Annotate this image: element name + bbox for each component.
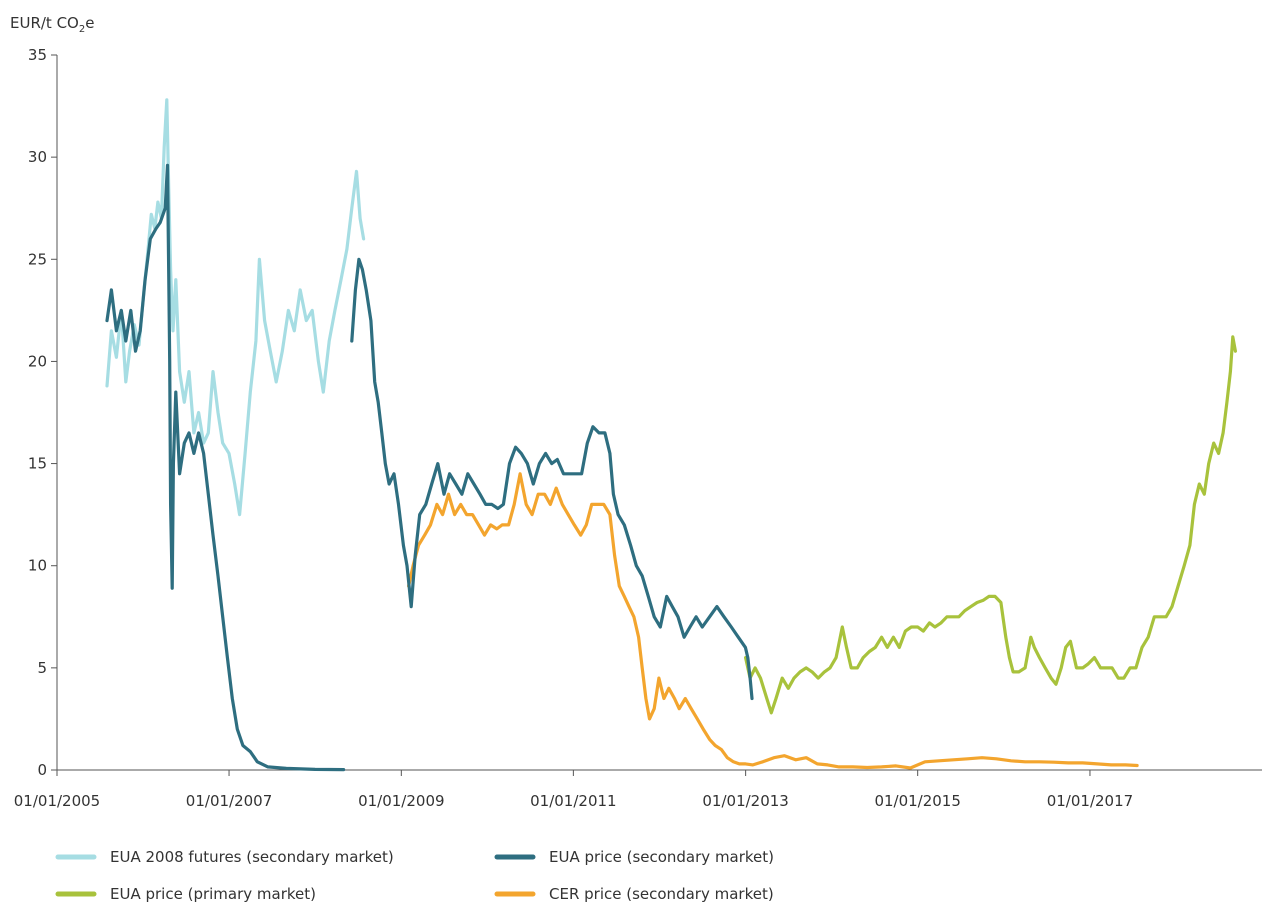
x-axis: 01/01/2005 01/01/2007 01/01/2009 01/01/2011… (14, 769, 1262, 810)
legend-label: CER price (secondary market) (549, 885, 774, 903)
legend-label: EUA price (secondary market) (549, 848, 774, 866)
y-axis-title: EUR/t CO2e (10, 14, 94, 35)
y-tick-label: 20 (28, 352, 47, 370)
series-line (105, 163, 346, 772)
y-tick-label: 10 (28, 557, 47, 575)
y-axis-title-tail: e (85, 14, 94, 32)
legend: EUA 2008 futures (secondary market) EUA p… (55, 848, 774, 903)
y-tick-label: 25 (28, 250, 47, 268)
x-tick-label: 01/01/2005 (14, 792, 100, 810)
x-tick-label: 01/01/2011 (530, 792, 616, 810)
x-tick-label: 01/01/2015 (874, 792, 960, 810)
y-tick-label: 15 (28, 455, 47, 473)
legend-label: EUA 2008 futures (secondary market) (110, 848, 394, 866)
series-line (350, 257, 754, 701)
y-tick-label: 30 (28, 148, 47, 166)
legend-item: EUA 2008 futures (secondary market) (55, 848, 394, 866)
y-tick-label: 0 (37, 761, 47, 779)
y-axis-title-sub: 2 (79, 24, 85, 35)
legend-label: EUA price (primary market) (110, 885, 316, 903)
y-axis: 0 5 10 15 20 25 30 35 (28, 46, 58, 779)
x-tick-label: 01/01/2007 (186, 792, 272, 810)
series-line (744, 335, 1237, 715)
x-tick-label: 01/01/2017 (1047, 792, 1133, 810)
series-line (105, 98, 366, 517)
plot-lines (105, 98, 1237, 772)
y-tick-label: 5 (37, 659, 47, 677)
x-tick-label: 01/01/2009 (358, 792, 444, 810)
y-tick-label: 35 (28, 46, 47, 64)
legend-item: CER price (secondary market) (494, 885, 774, 903)
x-tick-label: 01/01/2013 (702, 792, 788, 810)
series-line (407, 472, 1139, 770)
y-axis-title-main: EUR/t CO (10, 14, 79, 32)
legend-item: EUA price (primary market) (55, 885, 316, 903)
legend-item: EUA price (secondary market) (494, 848, 774, 866)
svg-text:EUR/t CO2e: EUR/t CO2e (10, 14, 94, 35)
